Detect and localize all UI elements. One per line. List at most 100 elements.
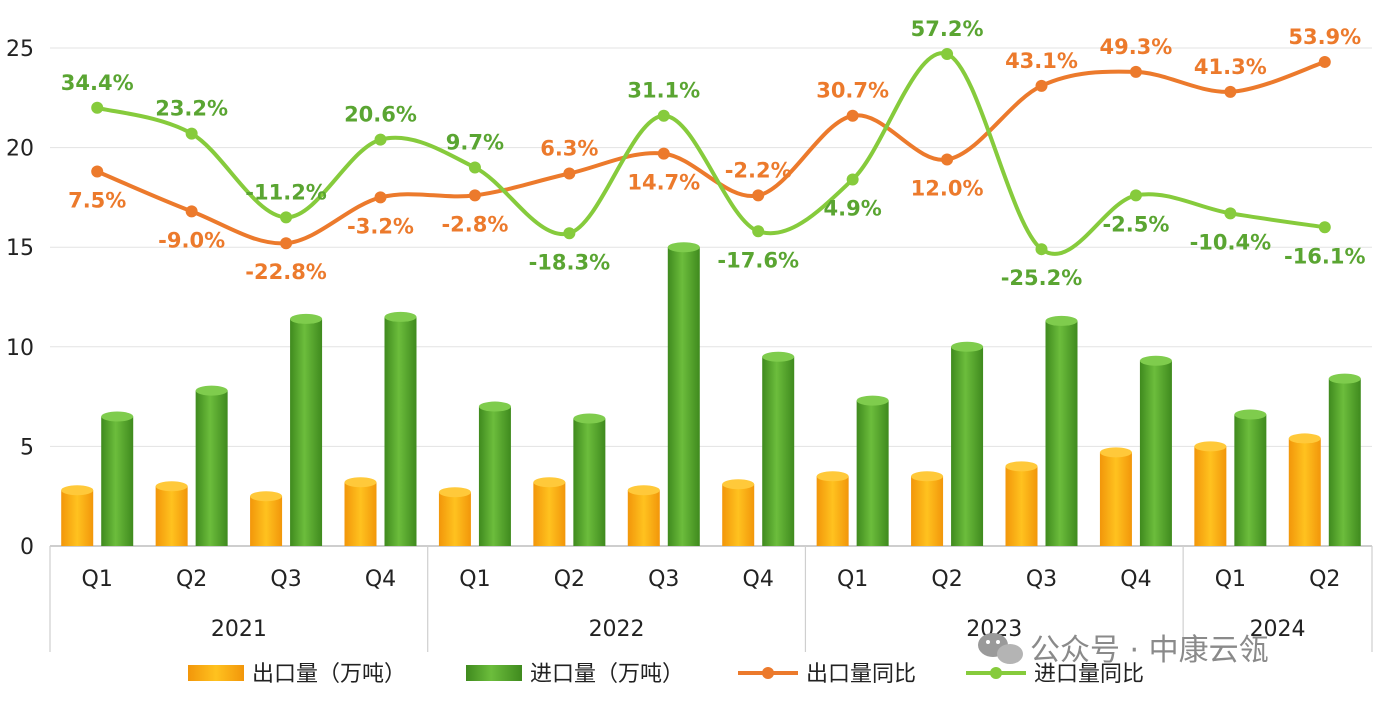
data-label-import-yoy: 20.6% (344, 103, 417, 127)
data-label-import-yoy: -2.5% (1102, 212, 1169, 236)
y-tick-label: 10 (6, 336, 34, 361)
bar-import (1045, 320, 1078, 546)
x-group-label: 2024 (1250, 617, 1306, 642)
y-axis: 0 5 10 15 20 25 (6, 37, 34, 560)
point-import-yoy (657, 109, 670, 122)
point-export-yoy (657, 147, 670, 160)
data-label-import-yoy: -25.2% (1001, 266, 1083, 290)
bar-cap (1099, 447, 1132, 458)
bar-export (250, 496, 283, 546)
data-label-import-yoy: 4.9% (824, 196, 882, 220)
bar-export (1099, 452, 1132, 546)
data-label-export-yoy: -3.2% (347, 214, 414, 238)
point-export-yoy (374, 191, 387, 204)
bar-export (911, 476, 944, 546)
point-export-yoy (1224, 85, 1237, 98)
point-export-yoy (846, 109, 859, 122)
point-export-yoy (185, 205, 198, 218)
x-tick-label: Q3 (648, 567, 679, 592)
bar-cap (344, 477, 377, 488)
point-import-yoy (374, 133, 387, 146)
legend-label: 出口量同比 (806, 662, 916, 687)
data-labels: 7.5% -9.0% -22.8% -3.2% -2.8% 6.3% 14.7% -2.2% 3… (61, 17, 1366, 290)
point-import-yoy (1035, 243, 1048, 256)
point-export-yoy (563, 167, 576, 180)
bar-import (1139, 360, 1172, 546)
x-tick-label: Q4 (743, 567, 774, 592)
bar-export (1194, 446, 1227, 546)
line-export-yoy (96, 60, 1326, 246)
x-group-label: 2022 (589, 617, 645, 642)
point-import-yoy (563, 227, 576, 240)
y-tick-label: 5 (20, 435, 34, 460)
watermark: 公众号 · 中康云瓴 (978, 633, 1269, 668)
point-export-yoy (468, 189, 481, 202)
point-export-yoy (1035, 79, 1048, 92)
legend-swatch-bar (466, 665, 522, 681)
point-import-yoy (1224, 207, 1237, 220)
bar-cap (155, 481, 188, 492)
bar-import (951, 346, 984, 546)
data-label-export-yoy: 41.3% (1194, 55, 1267, 79)
point-export-yoy (941, 153, 954, 166)
bar-export (1005, 466, 1038, 546)
bar-cap (1005, 461, 1038, 472)
bar-cap (722, 479, 755, 490)
data-label-import-yoy: 9.7% (446, 131, 504, 155)
legend-label: 进口量（万吨） (530, 662, 684, 687)
bar-export (533, 482, 566, 546)
bar-export (722, 484, 755, 546)
point-import-yoy (1129, 189, 1142, 202)
point-export-yoy (1129, 65, 1142, 78)
x-tick-label: Q2 (554, 567, 585, 592)
point-export-yoy (91, 165, 104, 178)
data-label-export-yoy: -2.2% (725, 158, 792, 182)
bars (61, 242, 1361, 546)
bar-cap (438, 487, 471, 498)
data-label-import-yoy: -17.6% (717, 248, 799, 272)
y-tick-label: 15 (6, 236, 34, 261)
bar-import (667, 247, 700, 546)
data-label-import-yoy: -11.2% (245, 180, 327, 204)
bar-cap (911, 471, 944, 482)
x-tick-label: Q4 (1120, 567, 1151, 592)
lines (91, 47, 1331, 256)
bar-cap (1328, 373, 1361, 384)
x-tick-label: Q1 (82, 567, 113, 592)
point-import-yoy (468, 161, 481, 174)
bar-export (344, 482, 377, 546)
bar-cap (290, 313, 323, 324)
legend-label: 进口量同比 (1034, 662, 1144, 687)
data-label-export-yoy: -22.8% (245, 260, 327, 284)
point-import-yoy (752, 225, 765, 238)
bar-import (478, 406, 511, 546)
point-import-yoy (91, 101, 104, 114)
bar-export (627, 490, 660, 546)
legend-swatch-marker (762, 667, 774, 679)
bar-import (1328, 378, 1361, 546)
x-tick-label: Q1 (837, 567, 868, 592)
x-tick-label: Q4 (365, 567, 396, 592)
bar-export (155, 486, 188, 546)
data-label-export-yoy: 30.7% (816, 79, 889, 103)
bar-import (1234, 414, 1267, 546)
data-label-import-yoy: -16.1% (1284, 244, 1366, 268)
data-label-export-yoy: 6.3% (540, 136, 598, 160)
data-label-export-yoy: 49.3% (1099, 35, 1172, 59)
grid (50, 47, 1372, 547)
watermark-text: 公众号 · 中康云瓴 (1030, 633, 1269, 668)
data-label-import-yoy: 34.4% (61, 71, 134, 95)
point-export-yoy (1318, 55, 1331, 68)
bar-cap (1139, 355, 1172, 366)
data-label-import-yoy: 23.2% (155, 97, 228, 121)
data-label-export-yoy: 12.0% (911, 177, 984, 201)
legend-swatch-marker (990, 667, 1002, 679)
y-tick-label: 25 (6, 37, 34, 62)
bar-import (384, 316, 417, 546)
bar-cap (478, 401, 511, 412)
point-import-yoy (941, 47, 954, 60)
bar-cap (384, 311, 417, 322)
data-label-import-yoy: -10.4% (1190, 230, 1272, 254)
